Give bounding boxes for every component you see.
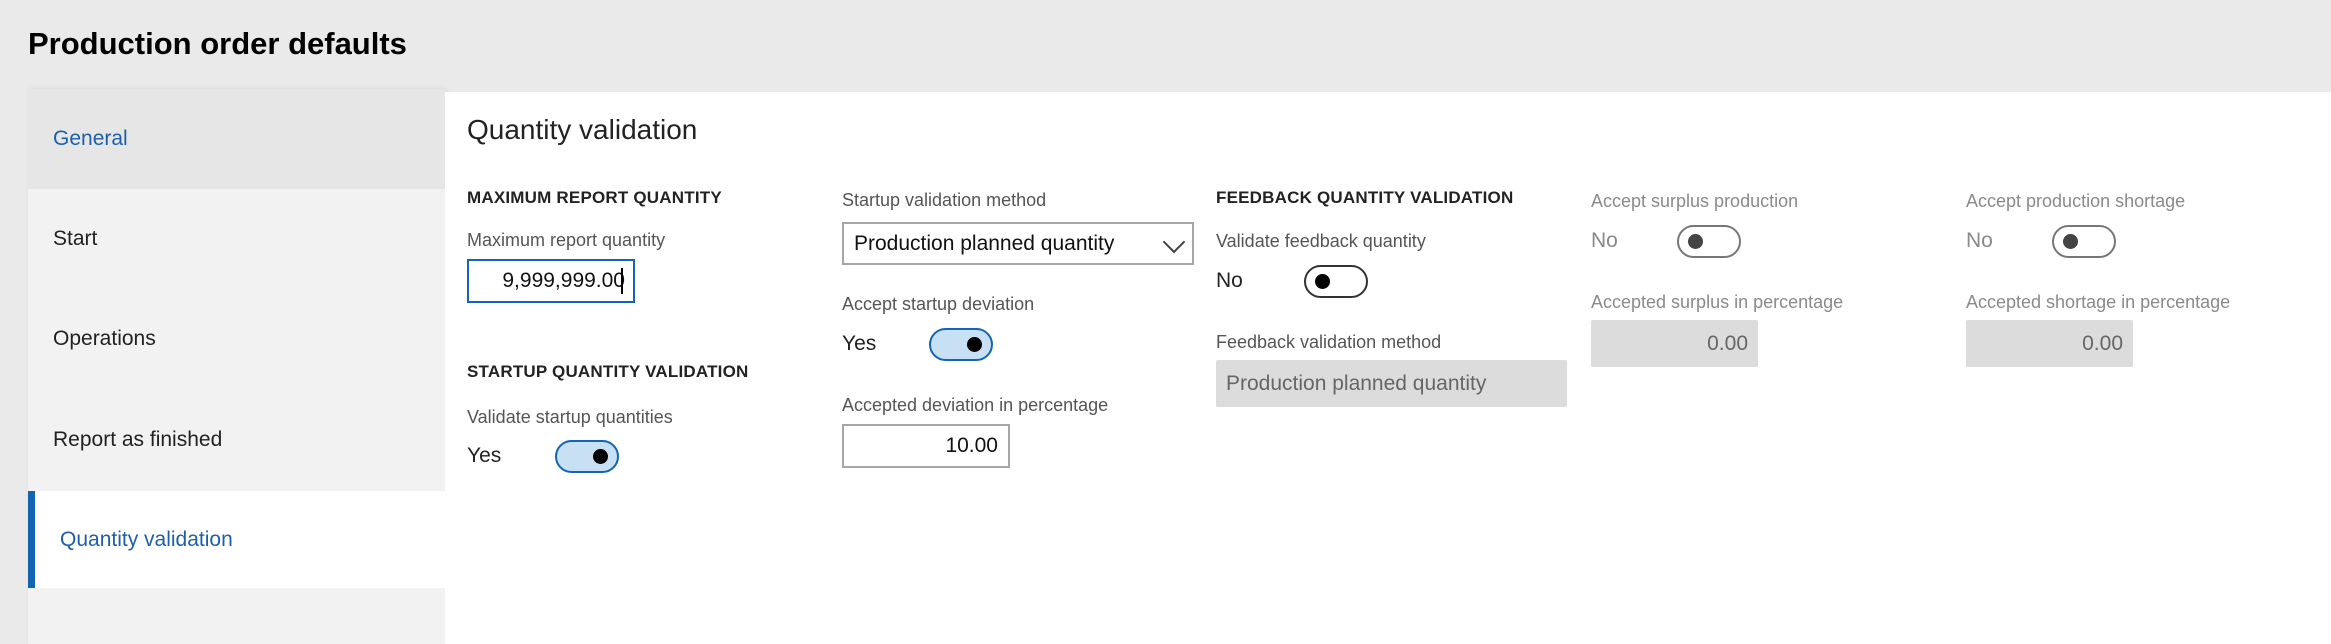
validate-feedback-label: Validate feedback quantity — [1216, 231, 1426, 251]
accept-shortage-value: No — [1966, 229, 1993, 252]
validate-feedback-value: No — [1216, 269, 1243, 292]
startup-section-header: STARTUP QUANTITY VALIDATION — [467, 362, 749, 381]
max-report-quantity-value: 9,999,999.00 — [502, 269, 625, 292]
sidebar-item-report-as-finished[interactable]: Report as finished — [28, 390, 445, 490]
accepted-surplus-label: Accepted surplus in percentage — [1591, 292, 1844, 312]
text-cursor — [621, 268, 623, 294]
toggle-knob — [2063, 234, 2078, 249]
accepted-surplus-value: 0.00 — [1707, 331, 1748, 355]
startup-method-value: Production planned quantity — [854, 231, 1115, 255]
validate-startup-label: Validate startup quantities — [467, 407, 673, 427]
sidebar-item-label: General — [53, 127, 128, 150]
sidebar-item-label: Start — [53, 227, 98, 250]
accepted-deviation-input[interactable]: 10.00 — [842, 424, 1010, 468]
max-report-section-header: MAXIMUM REPORT QUANTITY — [467, 188, 722, 207]
accept-startup-deviation-value: Yes — [842, 332, 877, 355]
startup-method-label: Startup validation method — [842, 190, 1047, 210]
accept-shortage-toggle[interactable] — [2052, 225, 2116, 258]
max-report-quantity-label: Maximum report quantity — [467, 230, 666, 250]
validate-startup-toggle[interactable] — [555, 440, 619, 473]
accepted-surplus-input: 0.00 — [1591, 320, 1758, 367]
sidebar: General Start Operations Report as finis… — [28, 89, 445, 644]
max-report-quantity-input[interactable]: 9,999,999.00 — [467, 259, 635, 303]
feedback-method-value: Production planned quantity — [1226, 371, 1487, 395]
toggle-knob — [967, 337, 982, 352]
validate-startup-value: Yes — [467, 444, 502, 467]
validate-feedback-toggle[interactable] — [1304, 265, 1368, 298]
sidebar-item-general[interactable]: General — [28, 89, 445, 189]
sidebar-item-operations[interactable]: Operations — [28, 289, 445, 389]
accepted-shortage-label: Accepted shortage in percentage — [1966, 292, 2231, 312]
toggle-knob — [1688, 234, 1703, 249]
sidebar-item-start[interactable]: Start — [28, 189, 445, 289]
chevron-down-icon — [1162, 230, 1186, 254]
accept-shortage-label: Accept production shortage — [1966, 191, 2186, 211]
feedback-method-field: Production planned quantity — [1216, 360, 1567, 407]
sidebar-item-label: Operations — [53, 327, 156, 350]
toggle-knob — [1315, 274, 1330, 289]
accept-surplus-label: Accept surplus production — [1591, 191, 1799, 211]
toggle-knob — [593, 449, 608, 464]
sidebar-item-label: Report as finished — [53, 428, 223, 451]
accepted-deviation-value: 10.00 — [945, 434, 998, 457]
accepted-shortage-input: 0.00 — [1966, 320, 2133, 367]
feedback-section-header: FEEDBACK QUANTITY VALIDATION — [1216, 188, 1514, 207]
feedback-method-label: Feedback validation method — [1216, 332, 1442, 352]
sidebar-item-label: Quantity validation — [60, 527, 233, 551]
startup-method-select[interactable]: Production planned quantity — [842, 222, 1194, 265]
section-title: Quantity validation — [467, 114, 698, 145]
accept-startup-deviation-toggle[interactable] — [929, 328, 993, 361]
sidebar-item-quantity-validation[interactable]: Quantity validation — [28, 491, 445, 588]
accepted-shortage-value: 0.00 — [2082, 331, 2123, 355]
accept-surplus-toggle[interactable] — [1677, 225, 1741, 258]
page-title: Production order defaults — [28, 26, 407, 61]
accept-startup-deviation-label: Accept startup deviation — [842, 294, 1035, 314]
accept-surplus-value: No — [1591, 229, 1618, 252]
accepted-deviation-label: Accepted deviation in percentage — [842, 395, 1109, 415]
